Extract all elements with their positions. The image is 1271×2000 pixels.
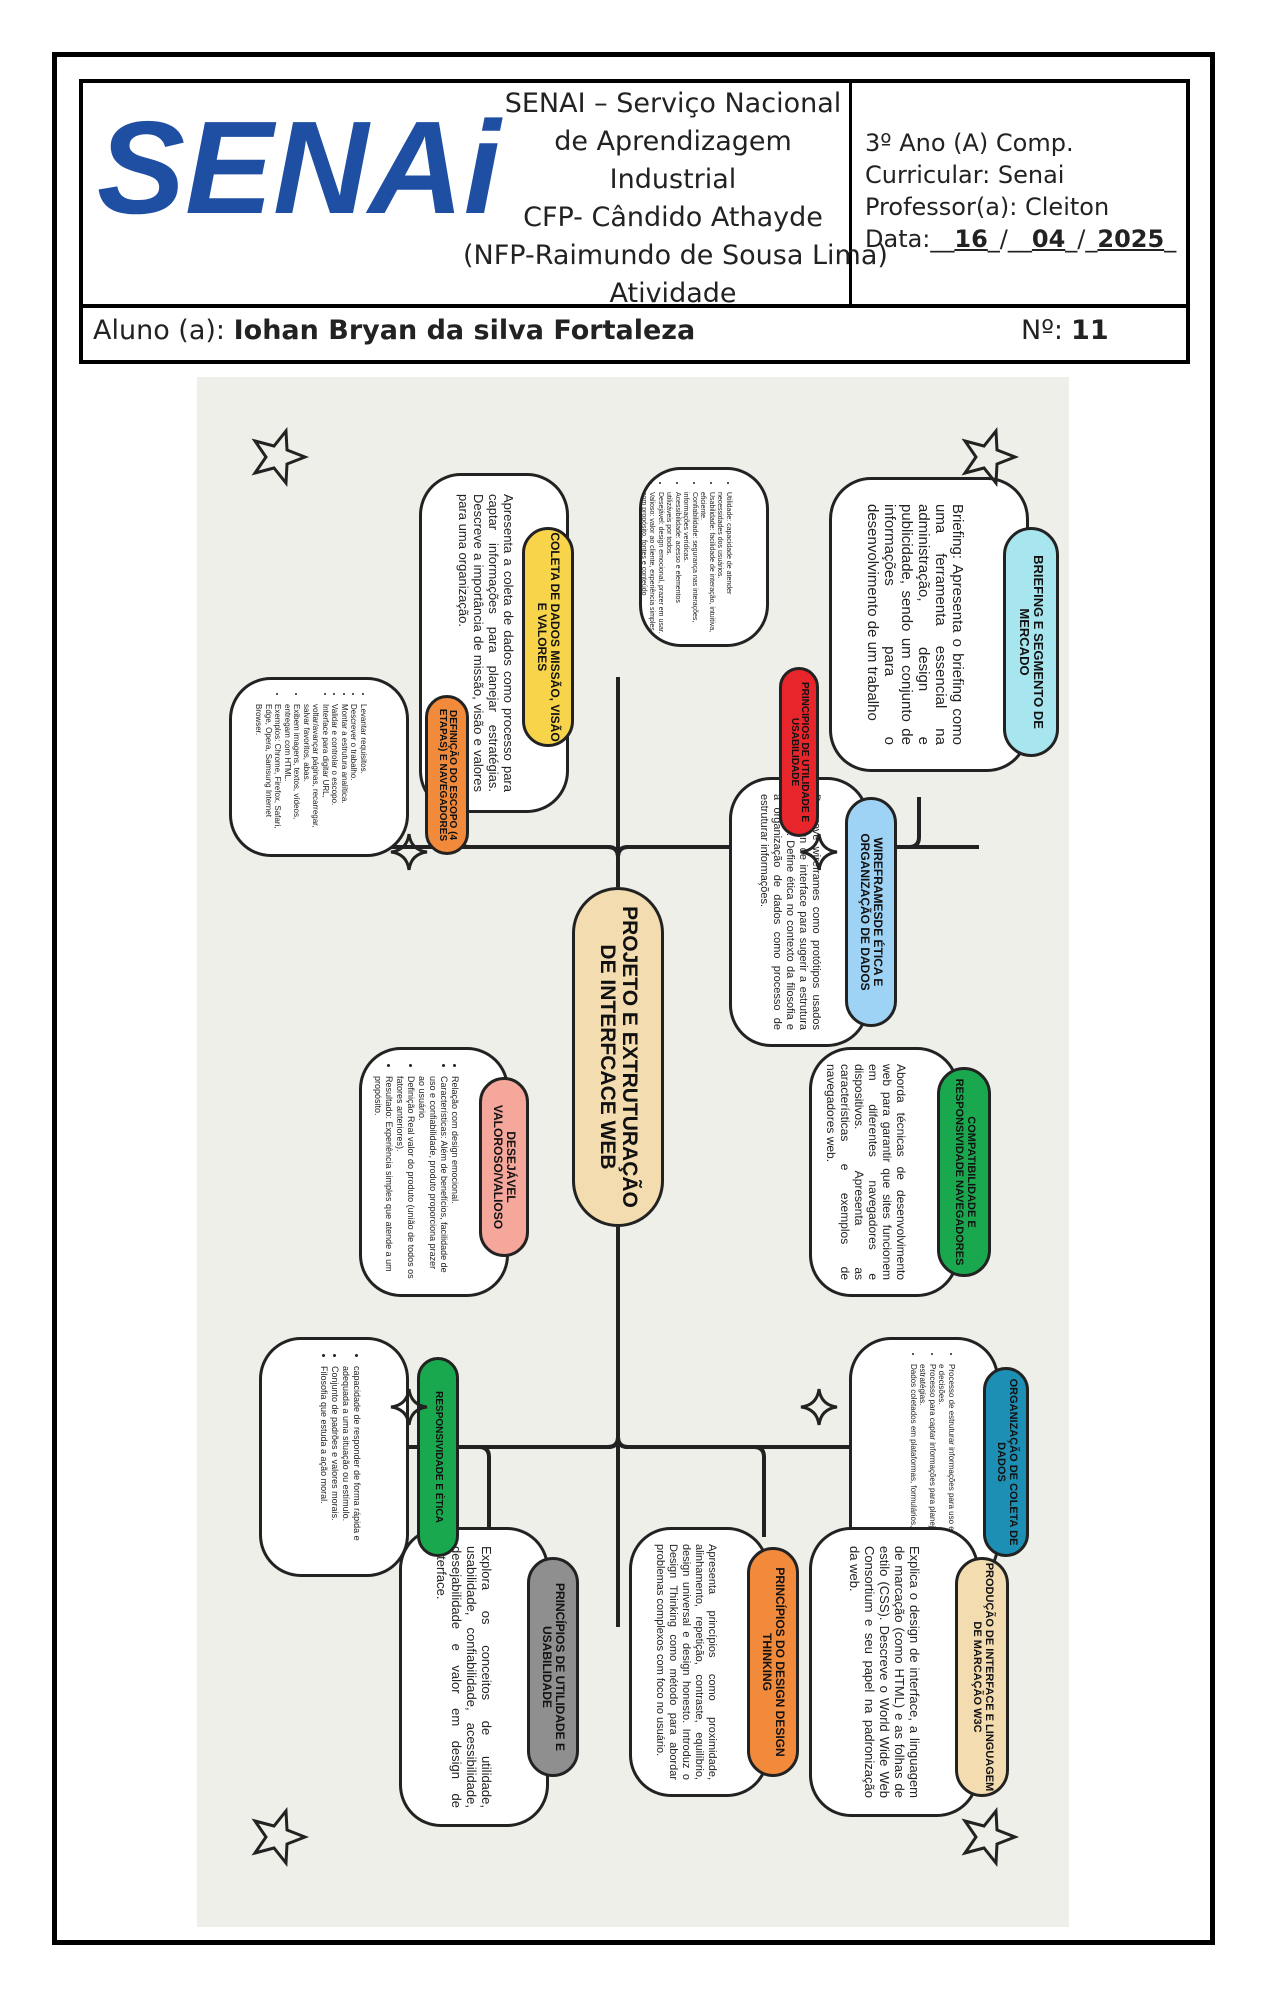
svg-text:SENAi: SENAi	[97, 95, 503, 241]
date-month: 04	[1031, 225, 1066, 253]
number-row: Nº: 11	[1021, 315, 1109, 346]
mind-map-canvas: PROJETO E EXTRUTURAÇÃO DE INTERFCACE WEB…	[197, 377, 1069, 1927]
institution-line: Industrial	[609, 164, 737, 195]
node-briefing-title: BRIEFING E SEGMENTO DE MERCADO	[1003, 527, 1059, 757]
list-item: Utilidade: capacidade de atender necessi…	[715, 492, 733, 634]
institution-line: Atividade	[609, 278, 737, 309]
list-item: Definição Real valor do produto (união d…	[394, 1076, 416, 1280]
list-item: Acessibilidade: acesso e elementos utili…	[664, 492, 682, 634]
node-organizacao-title: ORGANIZAÇÃO DE COLETA DE DADOS	[983, 1367, 1029, 1557]
node-responsividade: capacidade de responder de forma rápida …	[259, 1337, 409, 1577]
star-icon	[251, 1807, 309, 1867]
student-label: Aluno (a):	[93, 315, 226, 346]
sparkle-icon	[800, 1388, 838, 1426]
date-row: Data:__16_/__04_/_2025_	[865, 225, 1177, 253]
node-design-thinking-title: PRINCÍPIOS DO DESIGN DESIGN THINKING	[747, 1547, 799, 1777]
node-principios-bottom-title: PRINCÍPIOS DE UTILIDADE E USABILIDADE	[527, 1557, 579, 1777]
senai-logo: SENAi	[97, 95, 503, 241]
list-item: Relação com design emocional.	[449, 1076, 460, 1280]
list-item: Exemplos: Chrome, Firefox, Safari, Edge,…	[254, 704, 283, 842]
node-producao-title: PRODUÇÃO DE INTERFACE E LINGUAGEM DE MAR…	[955, 1557, 1009, 1797]
list-item: Interface para digitar URL, voltar/avanç…	[302, 704, 330, 842]
sparkle-icon	[390, 833, 428, 871]
list-item: Resultado: Experiência simples que atend…	[372, 1076, 394, 1280]
institution-line: SENAI – Serviço Nacional	[504, 88, 842, 119]
mind-map: PROJETO E EXTRUTURAÇÃO DE INTERFCACE WEB…	[197, 377, 1069, 1927]
node-principios-bottom-text: Explora os conceitos de utilidade, usabi…	[434, 1546, 494, 1808]
header-table: SENAi SENAI – Serviço Nacional de Aprend…	[79, 79, 1190, 364]
star-icon	[961, 427, 1019, 487]
node-producao: Explica o design de interface, a linguag…	[809, 1527, 979, 1817]
institution-line: (NFP-Raimundo de Sousa Lima)	[463, 240, 888, 271]
number-value: 11	[1071, 315, 1109, 346]
list-item: Conjunto de padrões e valores morais.	[329, 1366, 340, 1560]
node-design-thinking-text: Apresenta princípios como proximidade, a…	[654, 1544, 718, 1780]
node-compat-title: COMPATIBILIDADE E RESPONSIVIDADE NAVEGAD…	[937, 1067, 991, 1277]
list-item: Montar a estrutura analítica.	[340, 704, 349, 842]
institution-line: de Aprendizagem	[554, 126, 792, 157]
list-item: Desejável: design emocional, prazer em u…	[656, 492, 664, 634]
student-row: Aluno (a): Iohan Bryan da silva Fortalez…	[93, 315, 695, 346]
date-label: Data:	[865, 225, 931, 253]
list-item: Valioso: valor ao cliente, experiência s…	[639, 492, 656, 634]
class-label: 3º Ano (A) Comp.	[865, 129, 1074, 157]
student-name: Iohan Bryan da silva Fortaleza	[233, 315, 696, 346]
node-wireframes-title: WIREFRAMESDE ÉTICA E ORGANIZAÇÃO DE DADO…	[845, 797, 897, 1027]
node-compat-text: Aborda técnicas de desenvolvimento web p…	[824, 1064, 908, 1280]
node-producao-text: Explica o design de interface, a linguag…	[847, 1546, 922, 1798]
header-divider-vertical	[849, 83, 852, 306]
institution-line: CFP- Cândido Athayde	[523, 202, 823, 233]
header-divider-horizontal	[83, 304, 1186, 308]
class-info: 3º Ano (A) Comp. Curricular: Senai Profe…	[865, 127, 1176, 255]
node-principios-top: Utilidade: capacidade de atender necessi…	[639, 467, 769, 647]
node-principios-top-title: PRINCIPIOS DE UTILIDADE E USABILIDADE	[779, 667, 819, 837]
sparkle-icon	[800, 833, 838, 871]
list-item: Descrever o trabalho.	[349, 704, 359, 842]
list-item: Confiabilidade: segurança nas interações…	[681, 492, 699, 634]
list-item: Usabilidade: facilidade de interação, in…	[698, 492, 716, 634]
node-briefing: Briefing: Apresenta o briefing como uma …	[829, 477, 1029, 772]
date-day: 16	[954, 225, 988, 253]
number-label: Nº:	[1021, 315, 1064, 346]
list-item: Características: Além de benefícios, fac…	[416, 1076, 449, 1280]
page-frame	[52, 52, 1215, 1945]
list-item: Filosofia que estuda a ação moral.	[318, 1366, 329, 1560]
curricular-label: Curricular: Senai	[865, 161, 1065, 189]
date-year: 2025	[1097, 225, 1165, 253]
node-briefing-text: Briefing: Apresenta o briefing como uma …	[864, 504, 966, 745]
star-icon	[251, 427, 309, 487]
teacher-label: Professor(a): Cleiton	[865, 193, 1110, 221]
sparkle-icon	[390, 1388, 428, 1426]
node-escopo: Levantar requisitos. Descrever o trabalh…	[229, 677, 409, 857]
institution-block: SENAI – Serviço Nacional de Aprendizagem…	[463, 85, 888, 313]
list-item: Validar e controlar o escopo.	[330, 704, 340, 842]
node-desejavel-title: DESEJÁVEL VALOROSO/VALIOSO	[479, 1077, 529, 1257]
list-item: capacidade de responder de forma rápida …	[340, 1366, 362, 1560]
list-item: Levantar requisitos.	[359, 704, 368, 842]
star-icon	[961, 1807, 1019, 1867]
node-coleta-title: COLETA DE DADOS MISSÃO, VISÃO E VALORES	[522, 527, 574, 747]
list-item: Exibem imagens, textos, vídeos, entregam…	[283, 704, 302, 842]
node-escopo-title: DEFINIÇÃO DO ESCOPO (4 ETAPAS) E NAVEGAD…	[425, 695, 469, 855]
mind-map-center: PROJETO E EXTRUTURAÇÃO DE INTERFCACE WEB	[572, 887, 664, 1227]
